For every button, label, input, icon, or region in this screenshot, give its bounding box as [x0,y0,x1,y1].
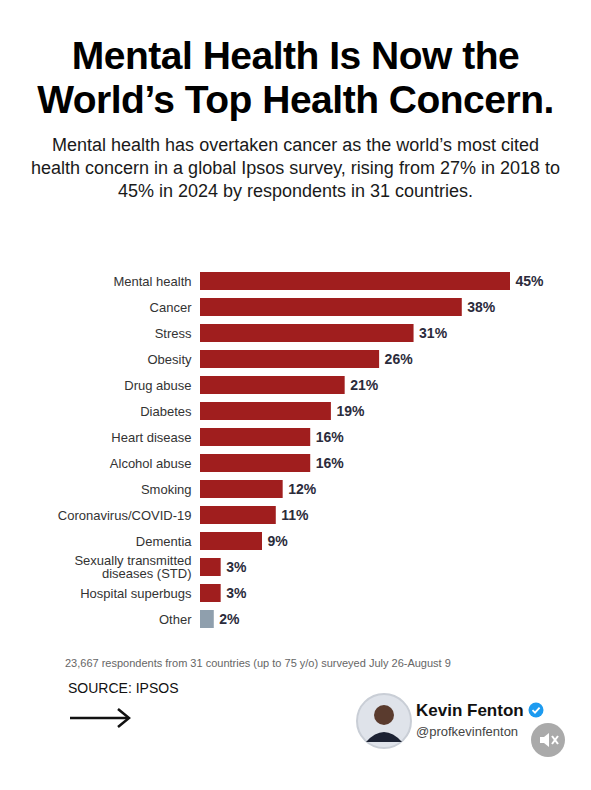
svg-text:19%: 19% [336,403,365,419]
svg-text:Cancer: Cancer [150,300,193,315]
svg-text:Heart disease: Heart disease [111,430,191,445]
svg-text:Diabetes: Diabetes [140,404,192,419]
svg-text:16%: 16% [316,429,345,445]
svg-text:38%: 38% [467,299,496,315]
svg-text:3%: 3% [226,559,247,575]
svg-text:Mental health: Mental health [113,274,191,289]
html-text:23,667 respondents from 31 cou: 23,667 respondents from 31 countries (up… [65,657,451,669]
svg-text:31%: 31% [419,325,448,341]
svg-text:3%: 3% [226,585,247,601]
svg-text:Stress: Stress [155,326,192,341]
svg-text:Other: Other [159,612,192,627]
html-text:@profkevinfenton: @profkevinfenton [416,724,519,739]
svg-text:Coronavirus/COVID-19: Coronavirus/COVID-19 [58,508,192,523]
svg-text:Hospital superbugs: Hospital superbugs [80,586,192,601]
svg-text:2%: 2% [219,611,240,627]
svg-text:Obesity: Obesity [147,352,192,367]
svg-text:21%: 21% [350,377,379,393]
svg-text:Drug abuse: Drug abuse [124,378,191,393]
svg-text:16%: 16% [316,455,345,471]
html-text:Mental Health Is Now the World: Mental Health Is Now the World’s Top Hea… [37,34,554,121]
svg-text:Dementia: Dementia [136,534,192,549]
svg-text:11%: 11% [281,507,309,523]
svg-text:Sexually transmitteddiseases (: Sexually transmitteddiseases (STD) [74,553,191,581]
svg-text:45%: 45% [516,273,545,289]
svg-text:12%: 12% [288,481,317,497]
html-text:Kevin Fenton: Kevin Fenton [416,701,529,720]
svg-text:9%: 9% [268,533,289,549]
svg-text:26%: 26% [385,351,414,367]
svg-text:Smoking: Smoking [141,482,192,497]
html-text:Mental health has overtaken ca: Mental health has overtaken cancer as th… [31,135,560,201]
html-text:SOURCE: IPSOS: SOURCE: IPSOS [68,680,179,696]
svg-text:Alcohol abuse: Alcohol abuse [110,456,192,471]
